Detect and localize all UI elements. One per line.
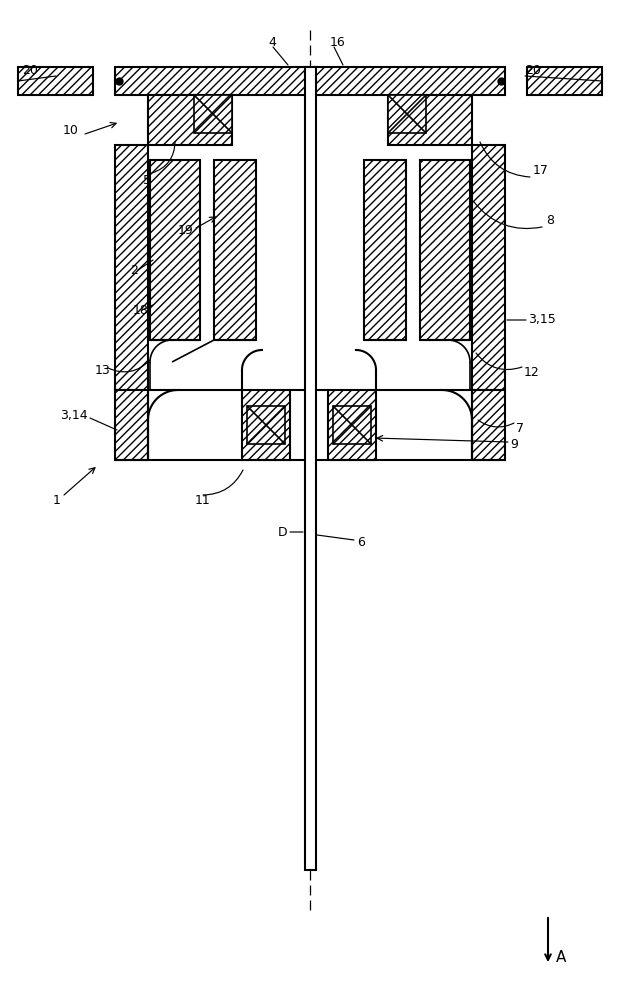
Bar (472, 145, 505, 390)
Text: 9: 9 (510, 438, 518, 452)
Text: 11: 11 (195, 493, 211, 506)
Bar (388, 95, 472, 145)
Bar (305, 67, 316, 870)
Text: 13: 13 (95, 363, 111, 376)
Text: D: D (278, 526, 288, 538)
Bar (148, 95, 232, 145)
Bar (328, 390, 376, 460)
Bar (115, 67, 505, 95)
Text: 1: 1 (53, 493, 61, 506)
Text: 18: 18 (133, 304, 149, 316)
Bar (247, 406, 285, 444)
Bar (18, 67, 93, 95)
Text: 5: 5 (143, 174, 151, 186)
Bar (115, 145, 148, 390)
Bar (527, 67, 602, 95)
Bar (194, 95, 232, 133)
Text: 7: 7 (516, 422, 524, 434)
Text: 19: 19 (178, 224, 193, 236)
Text: 2: 2 (130, 263, 138, 276)
Bar (214, 160, 256, 340)
Text: 20: 20 (22, 64, 38, 77)
Text: A: A (556, 950, 567, 966)
Text: 6: 6 (357, 536, 365, 548)
Bar (242, 390, 290, 460)
Text: 8: 8 (546, 214, 554, 227)
Bar (150, 160, 200, 340)
Bar (115, 390, 148, 460)
Text: 20: 20 (525, 64, 541, 77)
Bar (388, 95, 426, 133)
Text: 3,15: 3,15 (528, 314, 556, 326)
Bar (333, 406, 371, 444)
Bar (364, 160, 406, 340)
Text: 17: 17 (533, 163, 549, 176)
Bar (420, 160, 470, 340)
Text: 3,14: 3,14 (60, 408, 87, 422)
Text: 4: 4 (268, 35, 276, 48)
Bar (472, 390, 505, 460)
Text: 12: 12 (524, 365, 540, 378)
Text: 16: 16 (330, 35, 346, 48)
Text: 10: 10 (63, 123, 79, 136)
